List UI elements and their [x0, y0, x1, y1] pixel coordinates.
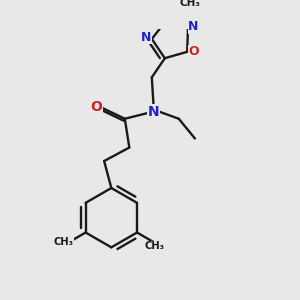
- Text: CH₃: CH₃: [54, 236, 74, 247]
- Text: CH₃: CH₃: [180, 0, 201, 8]
- Text: O: O: [90, 100, 102, 114]
- Text: CH₃: CH₃: [144, 241, 164, 251]
- Text: N: N: [141, 31, 152, 44]
- Text: N: N: [188, 20, 199, 33]
- Text: N: N: [148, 105, 159, 118]
- Text: O: O: [188, 45, 199, 58]
